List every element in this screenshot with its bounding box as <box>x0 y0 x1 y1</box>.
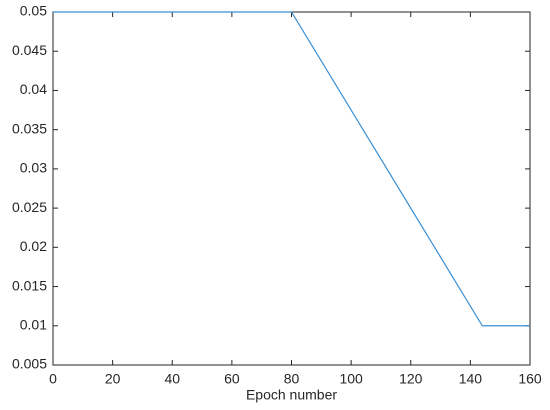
y-tick-label: 0.035 <box>12 120 47 136</box>
x-tick-label: 80 <box>284 371 300 387</box>
x-tick-label: 120 <box>399 371 423 387</box>
y-tick-label: 0.045 <box>12 42 47 58</box>
y-tick-label: 0.015 <box>12 277 47 293</box>
x-tick-label: 60 <box>224 371 240 387</box>
x-axis-label: Epoch number <box>246 387 337 403</box>
x-tick-label: 140 <box>459 371 483 387</box>
x-tick-label: 40 <box>164 371 180 387</box>
y-tick-label: 0.02 <box>20 238 47 254</box>
y-tick-label: 0.03 <box>20 160 47 176</box>
x-tick-label: 0 <box>49 371 57 387</box>
x-tick-label: 20 <box>105 371 121 387</box>
y-tick-label: 0.01 <box>20 316 47 332</box>
y-tick-label: 0.005 <box>12 356 47 372</box>
y-tick-label: 0.05 <box>20 3 47 19</box>
data-line <box>53 11 530 327</box>
x-tick-label: 100 <box>339 371 363 387</box>
x-tick-label: 160 <box>518 371 542 387</box>
y-tick-label: 0.04 <box>20 81 47 97</box>
plot-frame <box>52 11 531 366</box>
y-tick-label: 0.025 <box>12 199 47 215</box>
